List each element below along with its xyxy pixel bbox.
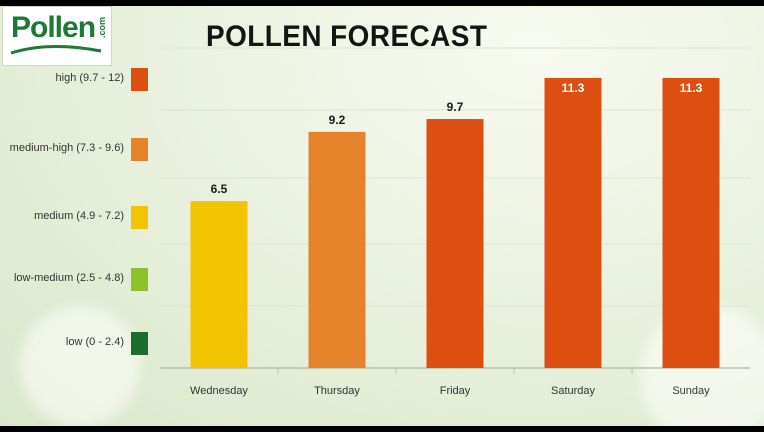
data-label: 11.3 — [562, 81, 585, 95]
legend-swatch — [131, 268, 148, 291]
background-blob — [20, 306, 140, 426]
legend-swatch — [131, 138, 148, 161]
legend-item: high (9.7 - 12) — [0, 68, 154, 92]
legend-swatch — [131, 206, 148, 229]
logo-text: Pollen — [11, 11, 96, 44]
legend-item: low-medium (2.5 - 4.8) — [0, 268, 154, 292]
bar-saturday — [544, 77, 602, 368]
legend-label: low (0 - 2.4) — [65, 336, 124, 348]
data-label: 11.3 — [680, 81, 703, 95]
legend-swatch — [131, 332, 148, 355]
x-tick-label: Thursday — [314, 385, 360, 397]
legend-label: low-medium (2.5 - 4.8) — [13, 272, 124, 284]
bar-wednesday — [190, 201, 248, 368]
legend-item: medium-high (7.3 - 9.6) — [0, 138, 154, 162]
legend-label: medium-high (7.3 - 9.6) — [9, 142, 124, 154]
bar-friday — [426, 119, 484, 369]
data-label: 6.5 — [211, 182, 228, 196]
legend-item: medium (4.9 - 7.2) — [0, 206, 154, 230]
legend-label: medium (4.9 - 7.2) — [34, 210, 124, 222]
x-tick-label: Saturday — [551, 385, 596, 397]
legend-item: low (0 - 2.4) — [0, 332, 154, 356]
legend-swatch — [131, 68, 148, 91]
logo-swoosh-icon — [10, 45, 102, 55]
x-tick-label: Sunday — [672, 385, 710, 397]
x-tick-label: Wednesday — [190, 385, 248, 397]
bar-thursday — [308, 131, 366, 368]
legend-label: high (9.7 - 12) — [55, 72, 124, 84]
pollen-logo: Pollen .com — [2, 6, 112, 66]
bar-sunday — [662, 77, 720, 368]
x-tick-label: Friday — [440, 385, 471, 397]
data-label: 9.2 — [329, 113, 346, 127]
chart-stage: Pollen .com POLLEN FORECAST high (9.7 - … — [0, 6, 764, 426]
bar-chart: 6.5 Wednesday 9.2 Thursday 9.7 Friday 11.3 Satu… — [160, 47, 750, 397]
data-label: 9.7 — [447, 100, 464, 114]
